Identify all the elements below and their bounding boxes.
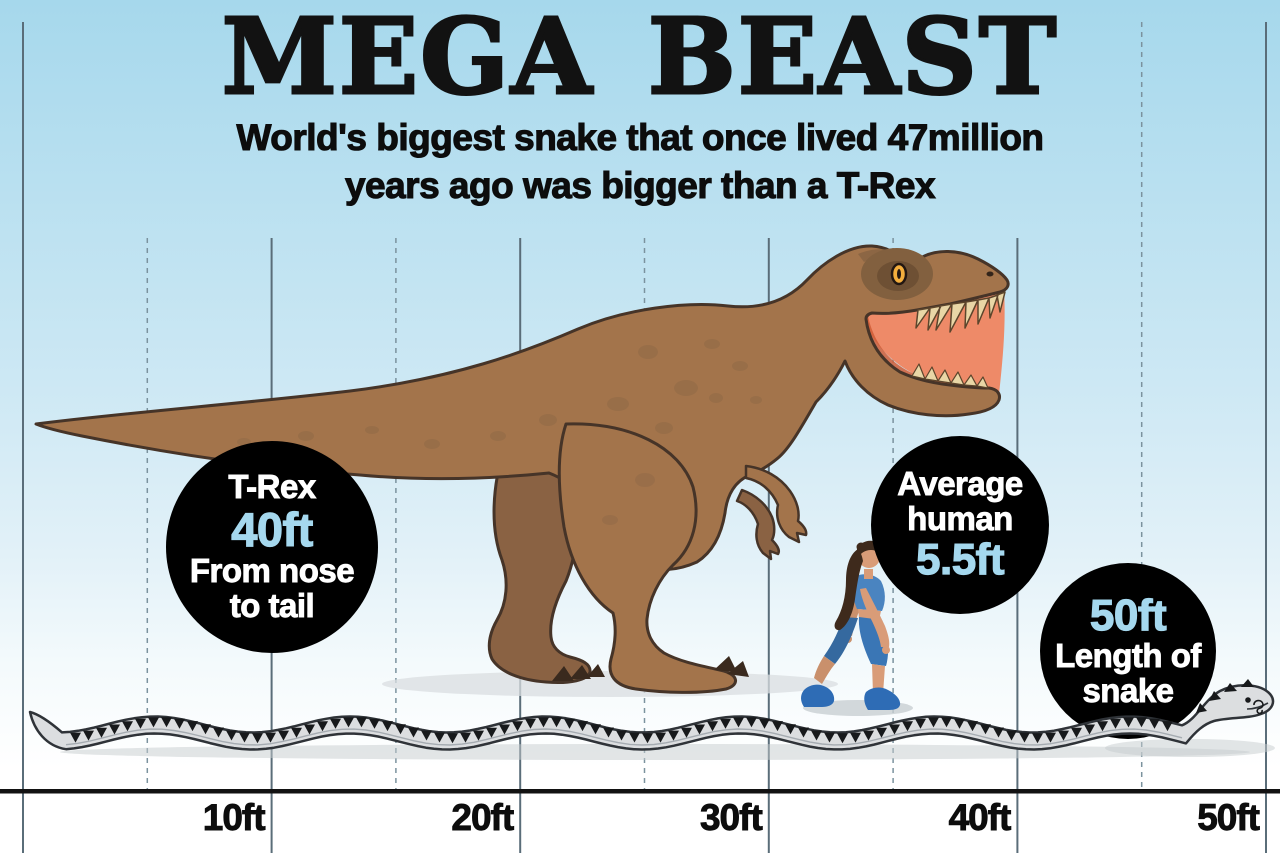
t-rex-nostril [986,271,994,277]
human-badge-title: Average human [897,465,1024,537]
human-hair-knot [856,542,866,552]
trex-badge-caption-line2: to tail [229,586,315,624]
human-badge-value: 5.5ft [915,534,1005,584]
snake-body [28,684,1275,751]
snake-badge-value: 50ft [1089,591,1167,641]
snake-badge-caption-line1: Length of [1055,637,1202,675]
t-rex-arm-far [735,488,780,561]
snake-badge-caption: Length of snake [1055,637,1202,710]
axis-tick-label: 40ft [948,797,1012,839]
t-rex-pupil [897,269,901,279]
human-back-leg [824,617,858,664]
t-rex-upper-teeth [915,291,1006,333]
snake-shadow [60,744,1250,760]
subtitle-line1: World's biggest snake that once lived 47… [236,117,1045,159]
human-size-badge: Average human 5.5ft [871,436,1049,614]
human-illustration [801,540,901,710]
t-rex-illustration [34,244,1010,694]
snake-illustration [28,679,1275,751]
human-back-calf [814,656,835,684]
human-ponytail [834,549,863,631]
t-rex-lower-teeth [911,363,989,389]
snake-head-shadow [1105,739,1275,757]
snake-snout-squiggle [1253,699,1264,715]
snake-belly-line [65,728,1183,746]
human-front-arm [860,588,890,647]
t-rex-near-leg [557,422,737,694]
page-title: MEGA BEAST [220,0,1059,118]
snake-eye [1245,697,1251,703]
human-front-calf [872,664,885,694]
t-rex-far-foot-claws [552,664,605,681]
human-badge-title-line2: human [907,499,1014,537]
trex-badge-value: 40ft [231,503,314,556]
trex-badge-title: T-Rex [228,468,317,506]
axis-line [0,789,1280,794]
human-badge-title-line1: Average [897,465,1024,503]
subtitle-line2: years ago was bigger than a T-Rex [344,165,936,207]
subtitle: World's biggest snake that once lived 47… [0,114,1280,210]
axis-tick-label: 20ft [451,797,515,839]
human-front-shoe [864,687,901,710]
snake-mouth-line [1246,702,1269,710]
header: MEGA BEAST World's biggest snake that on… [0,0,1280,210]
human-torso-top [852,574,885,611]
trex-size-badge: T-Rex 40ft From nose to tail [166,441,378,653]
human-neck [864,569,873,579]
t-rex-thigh-spots [602,473,655,525]
axis-tick-label: 50ft [1197,797,1261,839]
t-rex-near-foot-claws [714,656,749,677]
trex-badge-caption: From nose to tail [189,552,355,624]
trex-badge-caption-line1: From nose [189,552,355,590]
axis-tick-label: 10ft [202,797,266,839]
axis-tick-label: 30ft [699,797,764,839]
snake-zigzag-pattern [70,679,1254,744]
t-rex-arm-near [744,464,808,544]
snake-size-badge: 50ft Length of snake [1040,563,1216,739]
human-front-hand [882,646,890,654]
snake-badge-caption-line2: snake [1082,672,1174,710]
human-back-shoe [801,684,835,707]
